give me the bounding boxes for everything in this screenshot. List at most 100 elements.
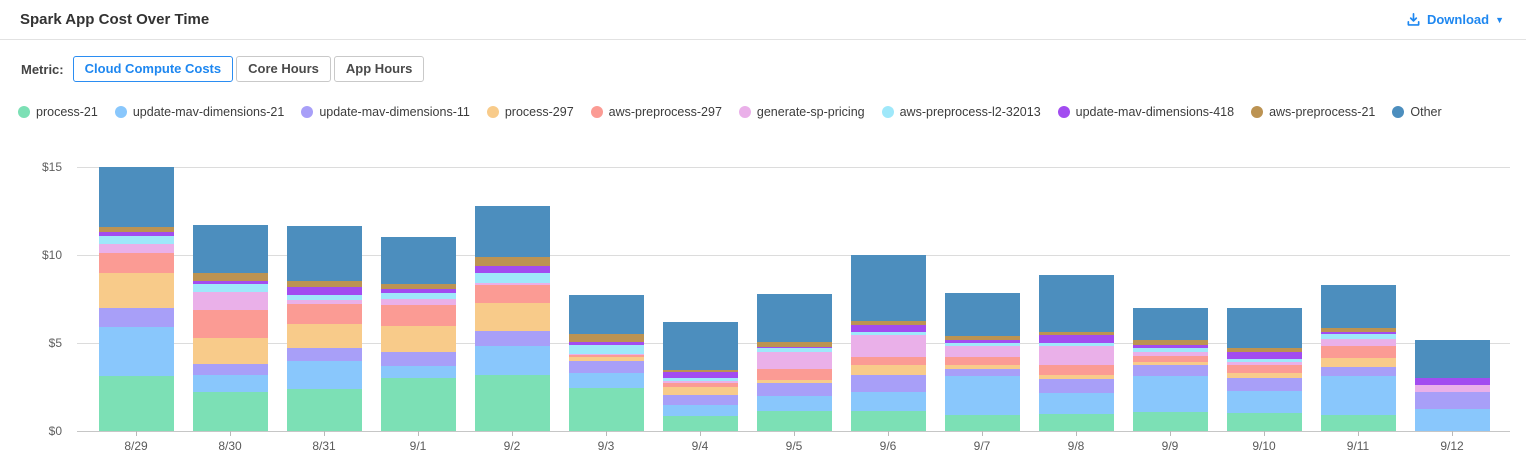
metric-option-app-hours[interactable]: App Hours [333, 56, 425, 82]
bar-segment-9-2-update-mav-dimensions-21[interactable] [474, 345, 550, 375]
bar-segment-9-10-aws-preprocess-297[interactable] [1226, 365, 1302, 373]
bar-segment-9-5-update-mav-dimensions-21[interactable] [756, 395, 832, 411]
bar-segment-9-11-update-mav-dimensions-11[interactable] [1320, 366, 1396, 377]
bar-segment-9-2-process-297[interactable] [474, 302, 550, 331]
bar-segment-9-5-process-21[interactable] [756, 410, 832, 431]
bar-segment-9-5-aws-preprocess-297[interactable] [756, 369, 832, 380]
bar-segment-9-10-process-21[interactable] [1226, 412, 1302, 431]
bar-segment-8-29-process-297[interactable] [98, 272, 174, 308]
bar-segment-9-11-process-297[interactable] [1320, 357, 1396, 367]
bar-segment-9-9-update-mav-dimensions-11[interactable] [1132, 365, 1208, 376]
bar-segment-9-3-update-mav-dimensions-418[interactable] [568, 342, 644, 345]
bar-segment-9-9-generate-sp-pricing[interactable] [1132, 351, 1208, 357]
bar-segment-9-12-update-mav-dimensions-418[interactable] [1414, 378, 1490, 386]
bar-segment-9-1-update-mav-dimensions-418[interactable] [380, 289, 456, 293]
bar-segment-8-29-update-mav-dimensions-11[interactable] [98, 307, 174, 328]
bar-segment-9-3-aws-preprocess-297[interactable] [568, 354, 644, 358]
bar-segment-9-8-process-297[interactable] [1038, 374, 1114, 380]
bar-segment-8-31-update-mav-dimensions-11[interactable] [286, 348, 362, 361]
bar-segment-9-2-aws-preprocess-297[interactable] [474, 284, 550, 303]
legend-item-aws-preprocess-21[interactable]: aws-preprocess-21 [1251, 105, 1375, 119]
bar-segment-9-7-aws-preprocess-21[interactable] [944, 335, 1020, 341]
bar-segment-9-8-update-mav-dimensions-21[interactable] [1038, 393, 1114, 415]
bar-segment-9-6-aws-preprocess-21[interactable] [850, 321, 926, 326]
bar-segment-9-7-process-297[interactable] [944, 365, 1020, 369]
bar-segment-9-4-process-297[interactable] [662, 387, 738, 395]
bar-segment-9-3-aws-preprocess-21[interactable] [568, 334, 644, 343]
bar-segment-9-1-process-297[interactable] [380, 326, 456, 352]
bar-segment-9-9-aws-preprocess-l2-32013[interactable] [1132, 348, 1208, 352]
bar-segment-9-7-process-21[interactable] [944, 415, 1020, 431]
bar-segment-9-11-aws-preprocess-297[interactable] [1320, 345, 1396, 358]
bar-segment-9-1-other[interactable] [380, 237, 456, 285]
bar-segment-9-5-update-mav-dimensions-418[interactable] [756, 346, 832, 349]
bar-segment-9-3-generate-sp-pricing[interactable] [568, 353, 644, 355]
bar-segment-9-1-update-mav-dimensions-21[interactable] [380, 365, 456, 379]
bar-segment-9-6-aws-preprocess-297[interactable] [850, 357, 926, 365]
bar-segment-9-8-other[interactable] [1038, 275, 1114, 332]
bar-segment-9-10-update-mav-dimensions-21[interactable] [1226, 391, 1302, 413]
bar-segment-9-4-aws-preprocess-l2-32013[interactable] [662, 378, 738, 381]
bar-segment-9-10-other[interactable] [1226, 307, 1302, 349]
bar-segment-9-1-aws-preprocess-21[interactable] [380, 284, 456, 290]
bar-segment-8-30-other[interactable] [192, 225, 268, 274]
bar-segment-9-8-aws-preprocess-l2-32013[interactable] [1038, 343, 1114, 346]
metric-option-cloud-compute-costs[interactable]: Cloud Compute Costs [72, 56, 234, 82]
bar-segment-9-12-update-mav-dimensions-21[interactable] [1414, 409, 1490, 431]
bar-segment-8-29-aws-preprocess-21[interactable] [98, 226, 174, 233]
bar-segment-9-1-aws-preprocess-297[interactable] [380, 305, 456, 327]
download-button[interactable]: Download ▼ [1406, 12, 1504, 27]
bar-segment-9-2-update-mav-dimensions-418[interactable] [474, 265, 550, 274]
bar-segment-9-9-process-21[interactable] [1132, 411, 1208, 431]
bar-segment-9-3-process-21[interactable] [568, 387, 644, 431]
bar-segment-9-4-update-mav-dimensions-21[interactable] [662, 404, 738, 417]
bar-segment-9-9-other[interactable] [1132, 307, 1208, 341]
bar-segment-9-11-generate-sp-pricing[interactable] [1320, 338, 1396, 346]
bar-segment-8-29-aws-preprocess-297[interactable] [98, 253, 174, 273]
bar-segment-9-7-update-mav-dimensions-11[interactable] [944, 368, 1020, 377]
bar-segment-9-8-aws-preprocess-21[interactable] [1038, 331, 1114, 336]
bar-segment-9-10-process-297[interactable] [1226, 372, 1302, 379]
bar-segment-9-2-other[interactable] [474, 205, 550, 257]
bar-segment-8-29-aws-preprocess-l2-32013[interactable] [98, 235, 174, 245]
bar-segment-9-5-process-297[interactable] [756, 379, 832, 384]
bar-segment-9-1-update-mav-dimensions-11[interactable] [380, 351, 456, 366]
bar-segment-9-5-update-mav-dimensions-11[interactable] [756, 383, 832, 396]
bar-segment-8-30-update-mav-dimensions-11[interactable] [192, 364, 268, 375]
bar-segment-9-11-aws-preprocess-l2-32013[interactable] [1320, 334, 1396, 339]
bar-segment-8-30-aws-preprocess-297[interactable] [192, 309, 268, 338]
bar-segment-9-12-generate-sp-pricing[interactable] [1414, 385, 1490, 393]
bar-segment-9-1-generate-sp-pricing[interactable] [380, 299, 456, 306]
legend-item-other[interactable]: Other [1392, 105, 1442, 119]
bar-segment-8-31-aws-preprocess-21[interactable] [286, 280, 362, 287]
bar-segment-9-8-process-21[interactable] [1038, 414, 1114, 431]
bar-segment-9-4-aws-preprocess-297[interactable] [662, 382, 738, 387]
metric-option-core-hours[interactable]: Core Hours [236, 56, 331, 82]
bar-segment-9-1-process-21[interactable] [380, 378, 456, 431]
bar-segment-8-30-process-21[interactable] [192, 392, 268, 431]
bar-segment-9-6-process-297[interactable] [850, 365, 926, 375]
bar-segment-9-5-aws-preprocess-l2-32013[interactable] [756, 348, 832, 352]
bar-segment-9-6-generate-sp-pricing[interactable] [850, 335, 926, 358]
bar-segment-9-3-update-mav-dimensions-11[interactable] [568, 360, 644, 373]
bar-segment-9-10-update-mav-dimensions-418[interactable] [1226, 351, 1302, 359]
bar-segment-9-3-process-297[interactable] [568, 357, 644, 361]
bar-segment-9-7-aws-preprocess-297[interactable] [944, 357, 1020, 365]
bar-segment-8-30-update-mav-dimensions-418[interactable] [192, 280, 268, 285]
bar-segment-9-9-aws-preprocess-21[interactable] [1132, 340, 1208, 345]
bar-segment-9-8-update-mav-dimensions-11[interactable] [1038, 379, 1114, 394]
bar-segment-9-6-update-mav-dimensions-21[interactable] [850, 392, 926, 411]
bar-segment-9-9-process-297[interactable] [1132, 362, 1208, 365]
legend-item-process-297[interactable]: process-297 [486, 105, 574, 119]
bar-segment-8-31-update-mav-dimensions-21[interactable] [286, 360, 362, 389]
bar-segment-8-31-aws-preprocess-297[interactable] [286, 304, 362, 324]
legend-item-aws-preprocess-l2-32013[interactable]: aws-preprocess-l2-32013 [881, 105, 1041, 119]
bar-segment-9-3-aws-preprocess-l2-32013[interactable] [568, 344, 644, 354]
bar-segment-9-6-process-21[interactable] [850, 410, 926, 431]
bar-segment-8-30-aws-preprocess-l2-32013[interactable] [192, 284, 268, 292]
bar-segment-9-6-other[interactable] [850, 255, 926, 321]
bar-segment-9-11-update-mav-dimensions-21[interactable] [1320, 376, 1396, 416]
bar-segment-9-10-update-mav-dimensions-11[interactable] [1226, 378, 1302, 392]
bar-segment-8-31-process-21[interactable] [286, 388, 362, 431]
bar-segment-9-11-update-mav-dimensions-418[interactable] [1320, 331, 1396, 335]
